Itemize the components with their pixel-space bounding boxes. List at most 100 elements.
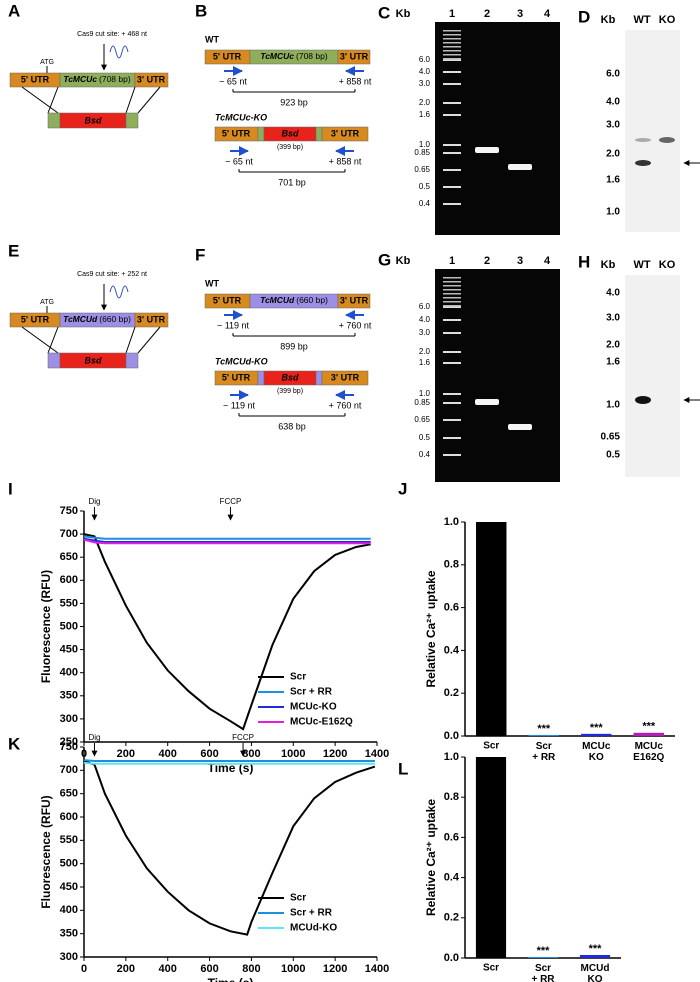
gene-label: TcMCUd (660 bp) bbox=[260, 295, 328, 305]
x-tick-label: 200 bbox=[117, 963, 135, 975]
y-tick-label: 700 bbox=[60, 528, 78, 540]
gene-name: TcMCUd bbox=[63, 314, 98, 324]
ladder-band bbox=[443, 402, 461, 404]
marker-label: 1.6 bbox=[419, 110, 431, 119]
gene-label: TcMCUd (660 bp) bbox=[63, 314, 131, 324]
cassette-size: (399 bp) bbox=[277, 144, 303, 151]
gene-name: TcMCUc bbox=[63, 74, 97, 84]
gene-label: TcMCUc (708 bp) bbox=[260, 51, 328, 61]
y-tick-label: 650 bbox=[60, 788, 78, 800]
marker-label: 2.0 bbox=[419, 347, 431, 356]
y-tick-label: 1.0 bbox=[444, 516, 459, 528]
y-tick-label: 250 bbox=[60, 736, 78, 748]
primer-label: + 858 nt bbox=[339, 76, 372, 86]
annotation-label: Dig bbox=[88, 733, 100, 742]
ladder-band bbox=[443, 38, 461, 40]
allele-label: WT bbox=[205, 34, 219, 44]
marker-label: 6.0 bbox=[606, 69, 620, 80]
ladder-band bbox=[443, 50, 461, 52]
y-tick-label: 550 bbox=[60, 834, 78, 846]
utr3-label: 3' UTR bbox=[331, 128, 360, 138]
series-line bbox=[83, 533, 371, 731]
significance-label: *** bbox=[537, 945, 551, 957]
primer-label: + 760 nt bbox=[339, 320, 372, 330]
gene-size: (708 bp) bbox=[296, 51, 328, 61]
y-tick-label: 600 bbox=[60, 574, 78, 586]
cassette-label: Bsd bbox=[84, 115, 102, 125]
panel-letter: D bbox=[578, 7, 590, 26]
x-tick-label: Scr bbox=[483, 963, 499, 974]
ladder-band bbox=[443, 332, 461, 334]
ladder-band bbox=[443, 34, 461, 36]
lane-label: WT bbox=[633, 14, 650, 26]
cassette-size: (399 bp) bbox=[277, 388, 303, 395]
marker-label: 1.0 bbox=[606, 207, 620, 218]
marker-label: 6.0 bbox=[419, 55, 431, 64]
marker-label: 0.4 bbox=[419, 199, 431, 208]
x-tick-label: 600 bbox=[200, 748, 218, 760]
marker-label: 0.65 bbox=[414, 415, 430, 424]
ladder-band bbox=[443, 362, 461, 364]
y-tick-label: 300 bbox=[60, 713, 78, 725]
y-tick-label: 0.8 bbox=[444, 559, 459, 571]
y-tick-label: 650 bbox=[60, 551, 78, 563]
unit-label: Kb bbox=[396, 255, 411, 267]
x-tick-label: 400 bbox=[159, 963, 177, 975]
series-line bbox=[83, 535, 371, 540]
marker-label: 0.85 bbox=[414, 148, 430, 157]
gel-band bbox=[475, 399, 499, 405]
marker-label: 4.0 bbox=[606, 97, 620, 108]
x-axis-label: Time (s) bbox=[208, 976, 254, 982]
cassette-label: Bsd bbox=[281, 128, 299, 138]
primer-label: + 858 nt bbox=[329, 156, 362, 166]
ladder-band bbox=[443, 289, 461, 291]
primer-label: + 760 nt bbox=[329, 400, 362, 410]
marker-label: 3.0 bbox=[606, 313, 620, 324]
panel-letter: K bbox=[8, 734, 21, 753]
ladder-band bbox=[443, 306, 461, 308]
significance-label: *** bbox=[589, 943, 603, 955]
x-tick-label: 1200 bbox=[323, 963, 347, 975]
blot-band bbox=[635, 138, 651, 142]
x-tick-label: 1000 bbox=[281, 963, 305, 975]
y-tick-label: 450 bbox=[60, 644, 78, 656]
legend-label: Scr bbox=[290, 672, 306, 683]
utr3-block bbox=[337, 293, 371, 309]
blot-band bbox=[635, 160, 651, 166]
panel-letter: H bbox=[578, 252, 590, 271]
significance-label: *** bbox=[642, 721, 656, 733]
utr3-block bbox=[134, 312, 169, 328]
recombination-line bbox=[47, 86, 59, 114]
blot-image bbox=[625, 275, 680, 477]
ladder-band bbox=[443, 152, 461, 154]
bar bbox=[475, 757, 507, 958]
marker-label: 3.0 bbox=[419, 79, 431, 88]
ladder-band bbox=[443, 419, 461, 421]
marker-label: 1.0 bbox=[419, 389, 431, 398]
x-tick-label: Scr + RR bbox=[532, 741, 556, 763]
ladder-band bbox=[443, 393, 461, 395]
primer-label: − 65 nt bbox=[219, 76, 247, 86]
panel-letter: B bbox=[195, 1, 207, 20]
ladder-band bbox=[443, 203, 461, 205]
marker-label: 4.0 bbox=[606, 288, 620, 299]
y-tick-label: 400 bbox=[60, 904, 78, 916]
x-tick-label: 0 bbox=[81, 963, 87, 975]
gel-image bbox=[435, 22, 560, 235]
ladder-band bbox=[443, 285, 461, 287]
panel-letter: L bbox=[398, 759, 408, 778]
cassette-label: Bsd bbox=[84, 355, 102, 365]
marker-label: 3.0 bbox=[419, 328, 431, 337]
utr3-block bbox=[134, 72, 169, 88]
recombination-line bbox=[47, 326, 59, 354]
marker-label: 4.0 bbox=[419, 315, 431, 324]
utr5-label: 5' UTR bbox=[213, 295, 242, 305]
utr5-label: 5' UTR bbox=[222, 372, 251, 382]
ladder-band bbox=[443, 437, 461, 439]
lane-label: KO bbox=[659, 259, 676, 271]
ladder-band bbox=[443, 42, 461, 44]
gene-size: (660 bp) bbox=[99, 314, 131, 324]
legend-label: MCUc-KO bbox=[290, 702, 337, 713]
utr3-block bbox=[337, 49, 371, 65]
